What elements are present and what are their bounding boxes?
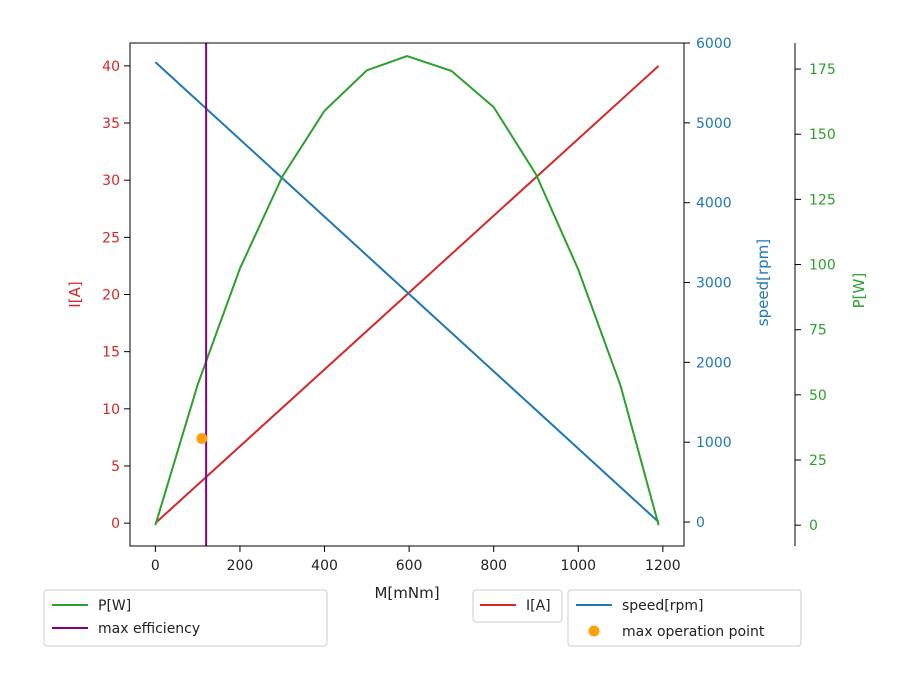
power-tick-label: 50	[809, 388, 827, 404]
legend-dot-swatch	[588, 625, 600, 637]
x-tick-label: 1200	[645, 558, 681, 574]
x-tick-label: 400	[311, 558, 338, 574]
power-tick-label: 175	[809, 62, 836, 78]
power-tick-label: 100	[809, 258, 836, 274]
speed-tick-label: 6000	[696, 36, 732, 52]
power-tick-label: 125	[809, 192, 836, 208]
series-line-power	[154, 54, 660, 526]
current-axis-label: I[A]	[66, 281, 84, 307]
legend-entry-label: max efficiency	[98, 621, 200, 637]
x-tick-label: 200	[227, 558, 254, 574]
current-tick-label: 5	[111, 459, 120, 475]
series-line-current	[154, 65, 660, 524]
speed-tick-label: 1000	[696, 435, 732, 451]
speed-tick-label: 3000	[696, 276, 732, 292]
current-tick-label: 0	[111, 516, 120, 532]
max-operation-point-marker	[196, 433, 208, 445]
current-tick-label: 15	[102, 345, 120, 361]
current-tick-label: 20	[102, 288, 120, 304]
series-line-speed	[154, 61, 660, 523]
speed-tick-label: 0	[696, 515, 705, 531]
power-tick-label: 25	[809, 453, 827, 469]
legend-entry-label: I[A]	[526, 598, 551, 614]
x-tick-label: 600	[396, 558, 423, 574]
current-tick-label: 40	[102, 59, 120, 75]
legend-entry-label: P[W]	[98, 598, 131, 614]
x-tick-label: 800	[480, 558, 507, 574]
legend-left	[43, 589, 328, 647]
speed-axis-label: speed[rpm]	[754, 239, 772, 326]
current-tick-label: 25	[102, 230, 120, 246]
current-tick-label: 35	[102, 116, 120, 132]
speed-tick-label: 4000	[696, 196, 732, 212]
legend-middle	[472, 589, 563, 623]
speed-tick-label: 5000	[696, 116, 732, 132]
x-tick-label: 1000	[560, 558, 596, 574]
legend-entry-label: speed[rpm]	[622, 598, 704, 614]
power-axis-label: P[W]	[850, 273, 868, 309]
power-tick-label: 75	[809, 323, 827, 339]
current-tick-label: 10	[102, 402, 120, 418]
x-tick-label: 0	[151, 558, 160, 574]
speed-tick-label: 2000	[696, 355, 732, 371]
legend-entry-label: max operation point	[622, 624, 765, 640]
power-tick-label: 150	[809, 127, 836, 143]
power-tick-label: 0	[809, 518, 818, 534]
current-tick-label: 30	[102, 173, 120, 189]
x-axis-label: M[mNm]	[374, 584, 439, 602]
legend-right	[567, 589, 802, 647]
